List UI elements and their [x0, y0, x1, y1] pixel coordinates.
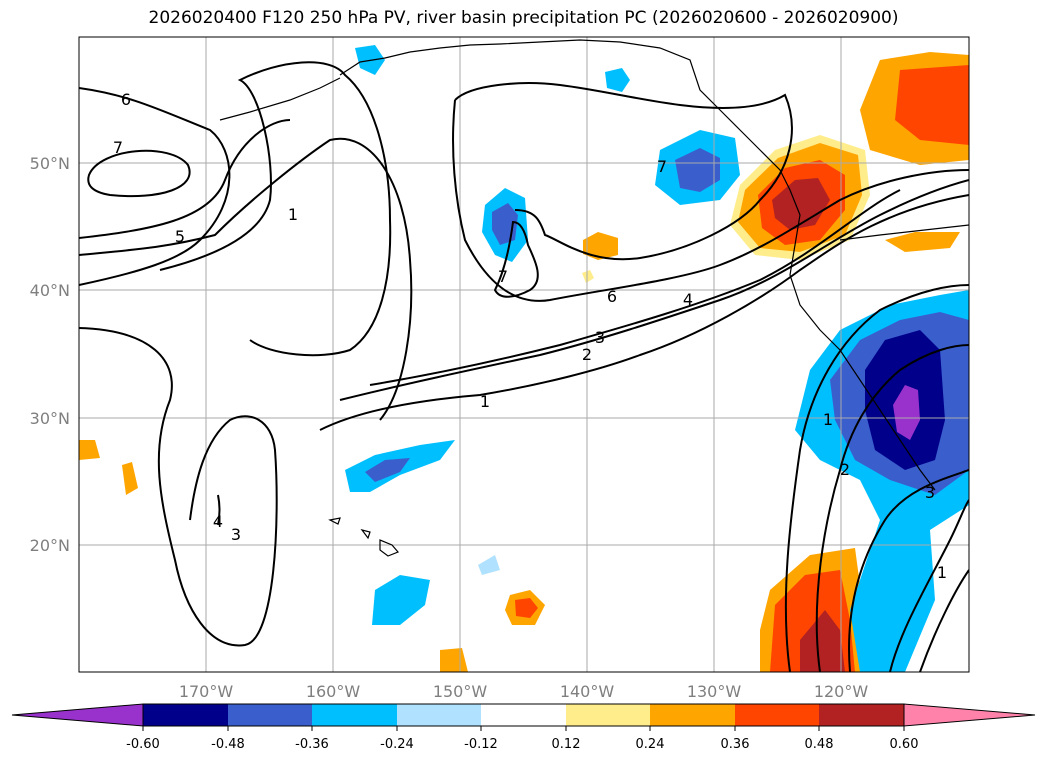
- shade-pos-dot6: [885, 232, 960, 252]
- lat-tick-label: 20°N: [30, 536, 70, 555]
- colorbar-segment: [735, 704, 819, 726]
- contour-label: 1: [480, 392, 490, 411]
- colorbar-tick-label: -0.36: [295, 737, 329, 752]
- precip-shading: [79, 45, 969, 672]
- contour-label: 3: [595, 328, 605, 347]
- contour-label: 2: [840, 460, 850, 479]
- lon-tick-label: 130°W: [687, 682, 742, 701]
- contour-label: 7: [113, 138, 123, 157]
- contour-label: 3: [925, 483, 935, 502]
- colorbar: -0.60 -0.48 -0.36 -0.24 -0.12 0.12 0.24 …: [11, 703, 1036, 752]
- contour-label: 1: [823, 410, 833, 429]
- shade-neg-hi-b: [365, 458, 410, 482]
- contour-label: 7: [498, 267, 508, 286]
- lat-tick-label: 50°N: [30, 154, 70, 173]
- map-title: 2026020400 F120 250 hPa PV, river basin …: [148, 8, 899, 28]
- pv-contours: [79, 61, 969, 672]
- shade-pos-dot4: [79, 440, 100, 460]
- colorbar-ticks: [142, 726, 905, 731]
- shade-neg-s: [372, 575, 430, 625]
- shade-neg-s2: [478, 555, 500, 575]
- colorbar-segment: [312, 704, 397, 726]
- colorbar-tick-label: 0.60: [890, 737, 919, 752]
- colorbar-segment: [650, 704, 735, 726]
- colorbar-tick-label: -0.24: [380, 737, 414, 752]
- shade-pos-pnw-dr: [772, 178, 830, 230]
- contour-label: 4: [683, 290, 693, 309]
- colorbar-segment: [481, 704, 566, 726]
- colorbar-tick-label: 0.12: [552, 737, 581, 752]
- shade-pos-sub-dr: [800, 610, 845, 672]
- contour-label: 3: [231, 525, 241, 544]
- shade-neg-gulf-b: [675, 148, 720, 192]
- contour-label: 6: [121, 90, 131, 109]
- lon-tick-label: 170°W: [179, 682, 234, 701]
- colorbar-tick-label: 0.24: [636, 737, 665, 752]
- contour-label: 2: [582, 345, 592, 364]
- colorbar-segment: [819, 704, 904, 726]
- shade-pos-dot3: [440, 648, 468, 672]
- contour-label: 4: [213, 512, 223, 531]
- shade-pos-ne-inner: [895, 65, 969, 145]
- shade-neg-tiny1: [605, 68, 630, 92]
- lon-tick-label: 150°W: [433, 682, 488, 701]
- lat-tick-label: 40°N: [30, 281, 70, 300]
- map-frame: [78, 36, 970, 673]
- map-layers: 6 7 5 1 7 7 6 4 3 2 1 4 3 1 2 3 1: [79, 37, 969, 672]
- colorbar-tick-label: -0.60: [126, 737, 160, 752]
- shade-neg-sw-p: [893, 385, 920, 440]
- shade-pos-dot7: [582, 270, 594, 283]
- contour-label: 6: [607, 287, 617, 306]
- shade-pos-dot5: [122, 462, 138, 495]
- colorbar-tick-label: -0.12: [464, 737, 498, 752]
- coastlines: [219, 39, 969, 557]
- lat-tick-labels: 50°N 40°N 30°N 20°N: [30, 154, 70, 555]
- contour-label: 5: [175, 227, 185, 246]
- colorbar-segment: [143, 704, 228, 726]
- colorbar-over-arrow: [903, 703, 1036, 727]
- shade-pos-dot2r: [515, 598, 538, 618]
- shade-pos-dot1: [583, 232, 618, 260]
- lon-tick-label: 120°W: [814, 682, 869, 701]
- colorbar-frame: [142, 703, 905, 727]
- colorbar-tick-label: 0.36: [721, 737, 750, 752]
- colorbar-segment: [397, 704, 481, 726]
- contour-label: 1: [288, 205, 298, 224]
- contour-label: 7: [657, 157, 667, 176]
- colorbar-segment: [566, 704, 650, 726]
- contour-label-group: 6 7 5 1 7 7 6 4 3 2 1 4 3 1 2 3 1: [113, 90, 947, 582]
- colorbar-tick-label: -0.48: [211, 737, 245, 752]
- colorbar-under-arrow: [11, 703, 144, 727]
- colorbar-segment: [228, 704, 312, 726]
- graticule: [79, 37, 969, 672]
- lon-tick-label: 160°W: [306, 682, 361, 701]
- lat-tick-label: 30°N: [30, 409, 70, 428]
- lon-tick-label: 140°W: [560, 682, 615, 701]
- contour-label: 1: [937, 563, 947, 582]
- colorbar-tick-label: 0.48: [805, 737, 834, 752]
- lon-tick-labels: 170°W 160°W 150°W 140°W 130°W 120°W: [179, 682, 869, 701]
